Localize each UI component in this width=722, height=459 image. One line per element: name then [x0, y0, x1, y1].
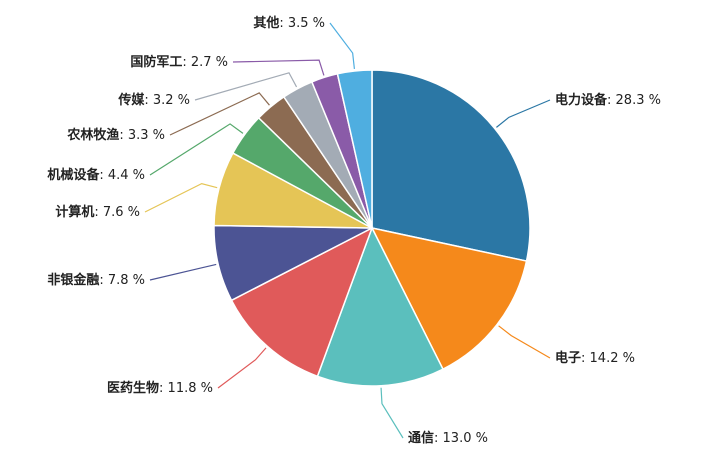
slice-label: 通信: 13.0 %: [408, 430, 488, 446]
value-label: : 28.3 %: [607, 93, 661, 108]
value-label: : 14.2 %: [581, 351, 635, 366]
leader-line: [232, 59, 325, 76]
category-name: 通信: [408, 430, 434, 446]
leader-line: [380, 387, 404, 439]
category-name: 电力设备: [555, 92, 608, 108]
slice-label: 非银金融: 7.8 %: [47, 272, 145, 288]
value-label: : 7.6 %: [94, 205, 140, 220]
category-name: 国防军工: [130, 54, 182, 70]
value-label: : 3.5 %: [279, 16, 325, 31]
category-name: 计算机: [55, 204, 94, 220]
value-label: : 11.8 %: [159, 381, 213, 396]
category-name: 机械设备: [47, 167, 100, 183]
leader-line: [149, 263, 217, 281]
leader-line: [329, 22, 356, 70]
value-label: : 7.8 %: [99, 273, 145, 288]
slice-label: 机械设备: 4.4 %: [47, 167, 145, 183]
slice-label: 计算机: 7.6 %: [55, 204, 140, 220]
leader-line: [194, 72, 298, 101]
slice-label: 传媒: 3.2 %: [117, 92, 190, 108]
category-name: 传媒: [117, 92, 145, 108]
category-name: 电子: [555, 350, 581, 366]
leader-line: [498, 325, 551, 359]
slice-label: 电力设备: 28.3 %: [555, 92, 661, 108]
leader-line: [217, 347, 267, 389]
value-label: : 3.3 %: [119, 128, 165, 143]
slice-label: 国防军工: 2.7 %: [130, 54, 228, 70]
pie-slice: [336, 69, 373, 229]
slice-label: 农林牧渔: 3.3 %: [66, 127, 165, 143]
slice-label: 其他: 3.5 %: [253, 15, 325, 31]
category-name: 其他: [253, 15, 279, 31]
category-name: 医药生物: [107, 380, 159, 396]
pie-slice: [230, 226, 374, 378]
pie-slice: [371, 69, 531, 262]
pie-slice: [370, 226, 528, 371]
value-label: : 3.2 %: [144, 93, 190, 108]
slice-label: 电子: 14.2 %: [555, 350, 635, 366]
slice-label: 医药生物: 11.8 %: [107, 380, 213, 396]
leader-line: [496, 99, 551, 128]
category-name: 农林牧渔: [66, 127, 119, 143]
leader-line: [169, 92, 270, 136]
leader-line: [144, 182, 218, 213]
pie-slice: [316, 226, 444, 387]
value-label: : 2.7 %: [182, 55, 228, 70]
category-name: 非银金融: [47, 272, 99, 288]
value-label: : 4.4 %: [99, 168, 145, 183]
value-label: : 13.0 %: [434, 431, 488, 446]
leader-line: [149, 123, 244, 176]
